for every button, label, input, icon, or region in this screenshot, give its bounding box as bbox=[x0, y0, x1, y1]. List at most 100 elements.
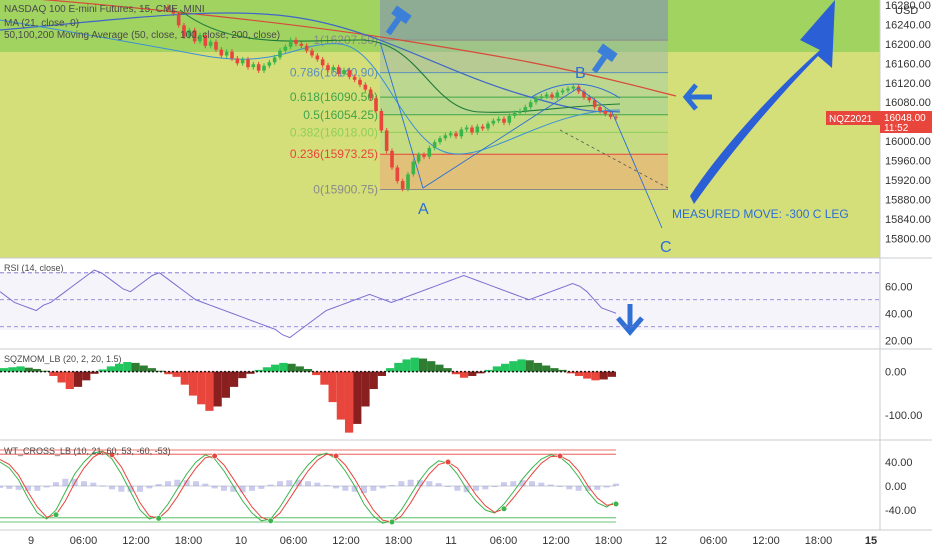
sqz-bar bbox=[402, 359, 411, 372]
rsi-title: RSI (14, close) bbox=[4, 263, 64, 273]
candle-body bbox=[278, 50, 282, 58]
ma-multi-legend: 50,100,200 Moving Average (50, close, 10… bbox=[4, 30, 281, 41]
ma-100-line bbox=[0, 12, 621, 113]
candle-body bbox=[464, 127, 469, 130]
rsi-band bbox=[0, 272, 880, 330]
countdown-label: 11:52 bbox=[884, 123, 909, 134]
candle-body bbox=[208, 41, 213, 46]
sqz-bar bbox=[533, 362, 543, 372]
candle-body bbox=[214, 41, 218, 50]
wt-diff-bar bbox=[15, 486, 22, 490]
sqz-bar bbox=[484, 369, 493, 372]
sqz-bar bbox=[558, 369, 567, 372]
candle-body bbox=[294, 39, 298, 44]
sqz-bar bbox=[213, 371, 222, 407]
sqz-bar bbox=[525, 360, 534, 372]
sqz-bar bbox=[295, 366, 304, 372]
wt-cross-dot bbox=[500, 505, 508, 512]
sqz-bar bbox=[476, 371, 485, 374]
wt-diff-bar bbox=[174, 479, 181, 486]
wt-diff-bar bbox=[193, 481, 199, 486]
sqz-bar bbox=[353, 371, 362, 424]
candle-body bbox=[395, 167, 400, 182]
candle-body bbox=[283, 46, 288, 51]
wt-diff-bar bbox=[501, 482, 507, 486]
wt-axis: 40.00 0.00 -40.00 bbox=[885, 457, 916, 517]
wt-diff-bar bbox=[342, 486, 349, 491]
wt-diff-bar bbox=[491, 486, 498, 487]
sqz-bar bbox=[49, 371, 58, 376]
time-tick: 12:00 bbox=[122, 535, 150, 547]
time-tick: 12:00 bbox=[542, 535, 570, 547]
sqz-bar bbox=[320, 371, 329, 385]
candle-body bbox=[614, 116, 618, 118]
candle-body bbox=[491, 120, 496, 124]
wt-diff-bar bbox=[613, 483, 619, 486]
sqz-bar bbox=[336, 371, 345, 420]
candle-body bbox=[390, 150, 394, 168]
wt-diff-bar bbox=[594, 486, 601, 490]
sqz-bars bbox=[0, 357, 616, 433]
wt-diff-bar bbox=[230, 486, 237, 492]
wt-diff-bar bbox=[146, 486, 153, 489]
time-tick: 06:00 bbox=[490, 535, 518, 547]
candle-body bbox=[566, 88, 570, 91]
candle-body bbox=[459, 129, 464, 137]
candle-body bbox=[379, 110, 384, 131]
wt-cross-dot bbox=[52, 511, 60, 518]
wt-diff-bar bbox=[529, 481, 535, 486]
wt-diff-bar bbox=[389, 485, 395, 487]
price-tick: 15840.00 bbox=[885, 214, 931, 226]
candle-body bbox=[427, 147, 432, 157]
candle-body bbox=[315, 55, 320, 60]
time-tick: 06:00 bbox=[280, 535, 308, 547]
sqz-bar bbox=[583, 371, 592, 379]
candle-body bbox=[502, 118, 506, 123]
sqz-bar bbox=[591, 371, 600, 381]
sqz-bar bbox=[517, 359, 526, 372]
candle-body bbox=[480, 126, 485, 129]
wt-diff-bar bbox=[183, 480, 190, 486]
sqz-bar bbox=[229, 371, 239, 387]
ma-50-line bbox=[179, 9, 621, 113]
wt-diff-bar bbox=[25, 486, 31, 491]
sqz-bar bbox=[303, 369, 313, 372]
candle-body bbox=[576, 86, 581, 92]
fib-box-zone-3 bbox=[380, 97, 668, 115]
time-tick: 12 bbox=[655, 535, 667, 547]
sqz-bar bbox=[492, 366, 502, 372]
candle-body bbox=[486, 123, 490, 129]
wt-diff-bar bbox=[482, 486, 489, 490]
candle-body bbox=[422, 154, 426, 157]
candle-body bbox=[358, 79, 362, 85]
arrow-left-icon bbox=[682, 83, 712, 111]
wt-diff-bar bbox=[426, 481, 433, 486]
wt-diff-bar bbox=[6, 486, 13, 489]
candle-body bbox=[384, 130, 389, 151]
wt-cross-dot bbox=[155, 515, 162, 522]
candle-body bbox=[432, 142, 437, 148]
sqz-bar bbox=[279, 362, 288, 372]
wt-diff-bar bbox=[267, 484, 274, 486]
wt2-line bbox=[0, 451, 617, 523]
sqz-bar bbox=[542, 365, 551, 372]
wt-diff-bar bbox=[258, 486, 265, 489]
candle-body bbox=[528, 102, 533, 108]
sqz-bar bbox=[98, 369, 107, 372]
candle-body bbox=[443, 135, 448, 139]
time-tick: 9 bbox=[28, 535, 34, 547]
sqz-bar bbox=[65, 371, 74, 390]
wt-diff-bar bbox=[99, 485, 106, 487]
candle-body bbox=[288, 39, 293, 47]
fib-level-label: 0(15900.75) bbox=[313, 182, 378, 196]
fib-level-label: 0.382(16018.00) bbox=[290, 125, 378, 139]
candle-body bbox=[256, 64, 261, 71]
sqz-bar bbox=[123, 362, 132, 372]
wt-diff-bar bbox=[118, 486, 125, 492]
wt-diff-bar bbox=[370, 486, 377, 491]
price-tick: 16240.00 bbox=[885, 19, 931, 31]
candle-body bbox=[187, 30, 192, 37]
sqz-bar bbox=[328, 371, 337, 403]
sqz-bar bbox=[147, 368, 157, 372]
sqz-bar bbox=[131, 362, 140, 372]
